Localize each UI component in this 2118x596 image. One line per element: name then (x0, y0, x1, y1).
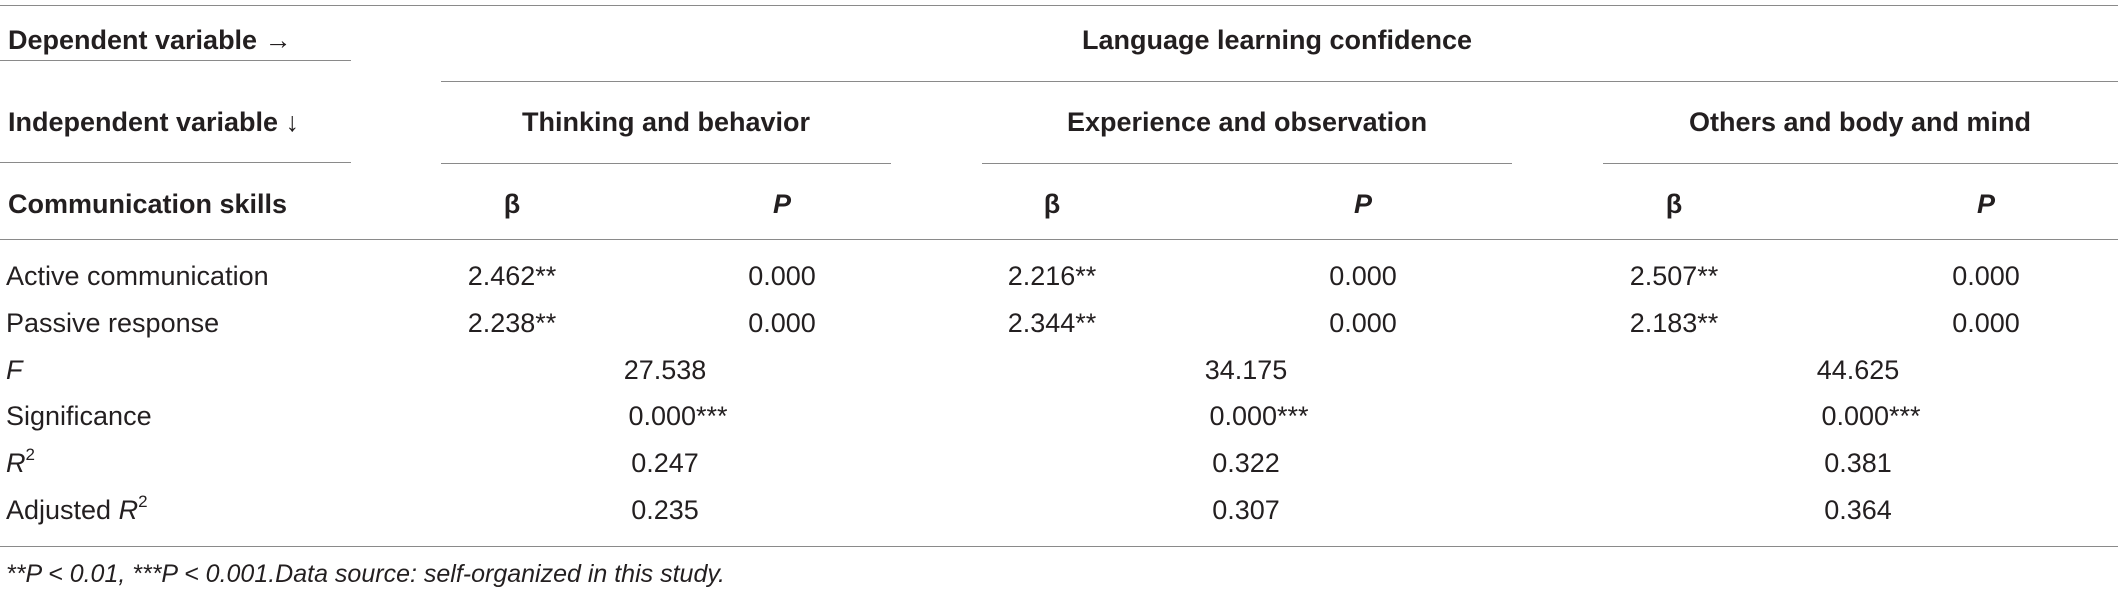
cell-adjusted-r-squared-3: 0.364 (1824, 495, 1892, 525)
cell-adjusted-r-squared-1: 0.235 (631, 495, 699, 525)
cell-significance-3: 0.000*** (1821, 401, 1921, 431)
cell-active-beta-1: 2.462** (467, 261, 557, 291)
r-squared-superscript: 2 (25, 445, 35, 464)
cell-active-beta-3: 2.507** (1629, 261, 1719, 291)
adjusted-prefix: Adjusted (6, 495, 119, 525)
cell-active-p-2: 0.000 (1329, 261, 1397, 291)
row-label-passive-response: Passive response (6, 308, 220, 338)
adjusted-r-symbol: R (118, 495, 139, 525)
row-label-significance: Significance (6, 401, 152, 431)
independent-variable-label: Independent variable ↓ (8, 107, 300, 137)
rule-under-dependent-variable (441, 81, 2118, 82)
cell-r-squared-2: 0.322 (1212, 448, 1280, 478)
cell-active-p-3: 0.000 (1952, 261, 2020, 291)
row-label-f: F (6, 355, 23, 385)
beta-header-3: β (1665, 189, 1683, 219)
beta-header-1: β (503, 189, 521, 219)
p-header-2: P (1353, 189, 1373, 219)
row-label-r-squared: R2 (6, 445, 35, 479)
cell-f-1: 27.538 (623, 355, 707, 385)
cell-passive-beta-3: 2.183** (1629, 308, 1719, 338)
dependent-variable-label: Dependent variable → (8, 25, 292, 55)
p-header-3: P (1976, 189, 1996, 219)
rule-under-group-3 (1603, 163, 2118, 164)
table-top-rule (0, 5, 2118, 6)
rule-under-independent-label (0, 162, 351, 163)
adjusted-r-squared-superscript: 2 (138, 492, 148, 511)
dependent-variable-name: Language learning confidence (1081, 25, 1473, 55)
cell-active-beta-2: 2.216** (1007, 261, 1097, 291)
cell-r-squared-1: 0.247 (631, 448, 699, 478)
cell-significance-1: 0.000*** (628, 401, 728, 431)
rule-under-dependent-label (0, 60, 351, 61)
cell-active-p-1: 0.000 (748, 261, 816, 291)
row-heading-communication-skills: Communication skills (8, 189, 288, 219)
cell-passive-beta-2: 2.344** (1007, 308, 1097, 338)
table-footnote: **P < 0.01, ***P < 0.001.Data source: se… (6, 560, 725, 588)
cell-f-2: 34.175 (1204, 355, 1288, 385)
group-heading-experience: Experience and observation (1066, 107, 1428, 137)
rule-under-header (0, 239, 2118, 240)
p-header-1: P (772, 189, 792, 219)
beta-header-2: β (1043, 189, 1061, 219)
cell-adjusted-r-squared-2: 0.307 (1212, 495, 1280, 525)
cell-passive-p-2: 0.000 (1329, 308, 1397, 338)
cell-r-squared-3: 0.381 (1824, 448, 1892, 478)
group-heading-others: Others and body and mind (1688, 107, 2032, 137)
r-symbol: R (6, 448, 26, 478)
row-label-adjusted-r-squared: Adjusted R2 (6, 492, 148, 526)
rule-under-group-1 (441, 163, 891, 164)
cell-passive-p-1: 0.000 (748, 308, 816, 338)
group-heading-thinking: Thinking and behavior (521, 107, 811, 137)
row-label-active-communication: Active communication (6, 261, 269, 291)
cell-f-3: 44.625 (1816, 355, 1900, 385)
table-bottom-rule (0, 546, 2118, 547)
rule-under-group-2 (982, 163, 1512, 164)
cell-significance-2: 0.000*** (1209, 401, 1309, 431)
cell-passive-beta-1: 2.238** (467, 308, 557, 338)
cell-passive-p-3: 0.000 (1952, 308, 2020, 338)
